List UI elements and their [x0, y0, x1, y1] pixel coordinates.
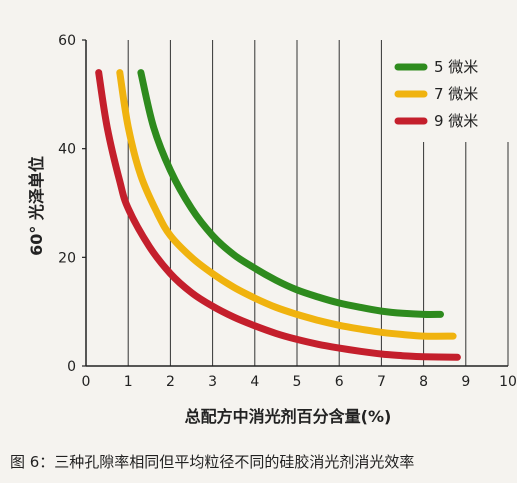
axes-layer: 0 1 2 3 4 5 6 7 8 9 10 0 20 40 60	[58, 33, 517, 390]
x-tick-label-8: 8	[419, 374, 428, 390]
x-tick-label-10: 10	[499, 374, 517, 390]
figure-caption: 图 6：三种孔隙率相同但平均粒径不同的硅胶消光剂消光效率	[10, 453, 415, 471]
chart: 0 1 2 3 4 5 6 7 8 9 10 0 20 40 60 5 微米 7 微米 9 微米 总配方中消光剂…	[27, 33, 517, 426]
series-line-2	[116, 69, 457, 340]
legend-label-2: 7 微米	[434, 85, 478, 103]
x-tick-label-4: 4	[250, 374, 259, 390]
x-tick-label-6: 6	[335, 374, 344, 390]
legend-label-1: 5 微米	[434, 58, 478, 76]
series-line-3	[95, 69, 461, 361]
y-axis-label: 60° 光泽单位	[27, 156, 46, 256]
series-line-1	[137, 69, 444, 318]
legend: 5 微米 7 微米 9 微米	[394, 58, 478, 130]
x-tick-label-2: 2	[166, 374, 175, 390]
x-tick-label-7: 7	[377, 374, 386, 390]
grid-layer	[127, 40, 509, 366]
y-tick-label-0: 0	[67, 359, 76, 375]
x-axis-label: 总配方中消光剂百分含量(%)	[185, 407, 392, 426]
x-tick-label-0: 0	[82, 374, 91, 390]
series-layer	[95, 69, 461, 361]
x-tick-label-9: 9	[461, 374, 470, 390]
y-tick-label-40: 40	[58, 142, 76, 158]
legend-label-3: 9 微米	[434, 112, 478, 130]
x-tick-label-1: 1	[124, 374, 133, 390]
y-tick-label-60: 60	[58, 33, 76, 49]
y-tick-label-20: 20	[58, 250, 76, 266]
x-tick-label-5: 5	[293, 374, 302, 390]
x-tick-label-3: 3	[208, 374, 217, 390]
